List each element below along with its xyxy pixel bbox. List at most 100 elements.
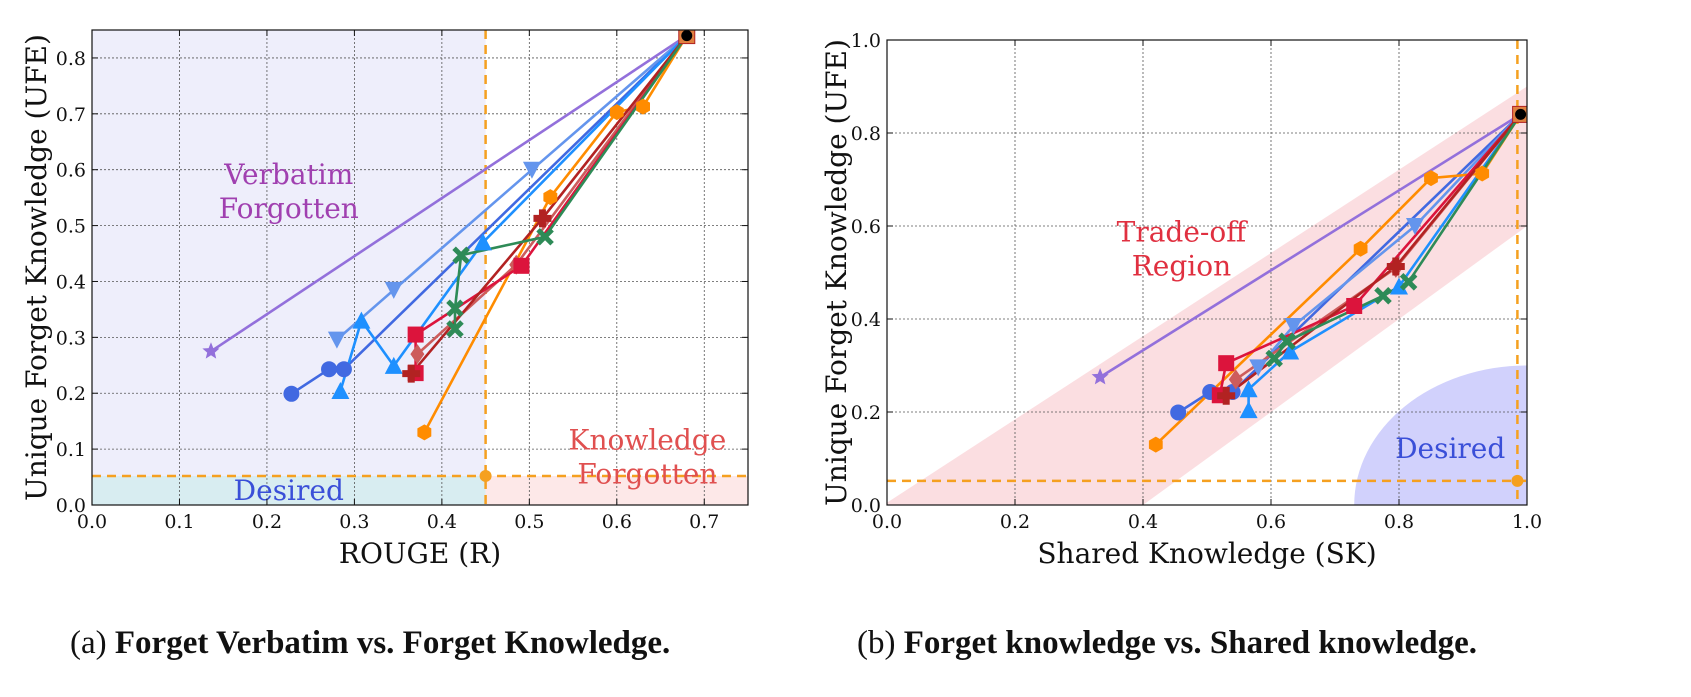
point-a-2-3 xyxy=(327,331,346,349)
point-a-8-3 xyxy=(446,299,464,318)
region-desired xyxy=(92,475,486,505)
point-b-8-4 xyxy=(1265,349,1283,368)
point-b-3-2 xyxy=(1281,342,1300,360)
caption-a-prefix: (a) xyxy=(70,625,107,661)
point-a-6-1 xyxy=(513,257,530,274)
annotation-b-1-0: Desired xyxy=(1395,432,1505,465)
x-tick-label-b-3: 0.6 xyxy=(1256,511,1286,533)
y-tick-label-a-1: 0.1 xyxy=(56,439,86,461)
annotation-b-0-1: Region xyxy=(1132,249,1231,282)
point-a-3-3 xyxy=(352,311,371,329)
x-tick-label-a-5: 0.5 xyxy=(514,511,544,533)
point-a-4-3 xyxy=(543,189,558,206)
y-tick-label-a-8: 0.8 xyxy=(56,48,86,70)
x-tick-label-a-3: 0.3 xyxy=(339,511,369,533)
point-a-4-4 xyxy=(417,424,432,441)
annotation-b-0-0: Trade-off xyxy=(1117,215,1249,248)
point-b-1-3 xyxy=(1170,404,1187,421)
point-b-8-1 xyxy=(1399,273,1418,291)
point-a-3-4 xyxy=(331,382,350,399)
point-a-7-2 xyxy=(402,364,421,383)
y-tick-label-a-6: 0.6 xyxy=(56,160,86,182)
point-b-8-3 xyxy=(1278,332,1296,351)
x-tick-label-a-2: 0.2 xyxy=(252,511,282,533)
point-a-4-2 xyxy=(609,104,624,121)
point-a-2-1 xyxy=(522,161,541,179)
point-a-4-1 xyxy=(636,98,650,115)
y-axis-label-b: Unique Forget Knowledge (UFE) xyxy=(820,39,853,506)
point-a-3-1 xyxy=(473,233,492,251)
point-b-2-1 xyxy=(1406,218,1424,235)
point-b-3-4 xyxy=(1239,401,1258,419)
caption-a-title: Forget Verbatim vs. Forget Knowledge. xyxy=(114,625,671,661)
y-tick-label-b-3: 0.6 xyxy=(851,216,881,238)
annotation-a-0-1: Forgotten xyxy=(219,192,359,225)
region-trade-off xyxy=(887,86,1527,505)
point-a-8-4 xyxy=(446,320,464,338)
x-tick-label-b-2: 0.4 xyxy=(1128,511,1158,533)
point-b-2-2 xyxy=(1284,317,1303,335)
annotation-a-1-0: Knowledge xyxy=(569,424,727,457)
x-tick-label-a-0: 0.0 xyxy=(77,511,107,533)
point-a-1-3 xyxy=(283,385,300,402)
x-axis-label-b: Shared Knowledge (SK) xyxy=(1037,537,1376,570)
y-tick-label-b-2: 0.4 xyxy=(851,309,881,331)
point-a-6-2 xyxy=(407,326,424,343)
point-a-3-2 xyxy=(384,356,403,374)
point-b-7-1 xyxy=(1386,257,1405,276)
x-tick-label-b-5: 1.0 xyxy=(1512,511,1542,533)
origin-marker-b xyxy=(1515,108,1527,120)
y-tick-label-b-4: 0.8 xyxy=(851,123,881,145)
y-tick-label-a-7: 0.7 xyxy=(56,104,86,126)
point-b-4-1 xyxy=(1475,165,1490,182)
caption-b-prefix: (b) xyxy=(857,625,896,661)
caption-b: (b) Forget knowledge vs. Shared knowledg… xyxy=(857,625,1477,662)
threshold-point-a xyxy=(479,469,492,482)
y-tick-label-a-3: 0.3 xyxy=(56,327,86,349)
point-a-2-2 xyxy=(384,281,403,299)
series-line-a-2 xyxy=(336,34,688,341)
x-axis-label-a: ROUGE (R) xyxy=(339,537,501,570)
y-tick-label-b-1: 0.2 xyxy=(851,402,881,424)
annotation-a-0-0: Verbatim xyxy=(223,158,353,191)
y-tick-label-a-2: 0.2 xyxy=(56,383,86,405)
plot-area-a xyxy=(92,30,748,505)
origin-marker-a xyxy=(681,30,693,42)
x-tick-label-b-4: 0.8 xyxy=(1384,511,1414,533)
x-tick-label-a-7: 0.7 xyxy=(689,511,719,533)
annotation-a-1-1: Forgotten xyxy=(577,458,717,491)
point-b-4-3 xyxy=(1353,240,1368,257)
y-tick-label-a-5: 0.5 xyxy=(56,216,86,238)
point-b-4-4 xyxy=(1148,436,1163,453)
point-a-8-1 xyxy=(536,227,554,246)
plot-area-b xyxy=(887,40,1527,505)
y-tick-label-b-0: 0.0 xyxy=(851,495,881,517)
point-b-2-3 xyxy=(1249,359,1268,377)
point-a-8-2 xyxy=(452,246,470,264)
point-b-4-2 xyxy=(1424,170,1438,187)
point-a-0-1 xyxy=(202,342,220,359)
x-tick-label-a-4: 0.4 xyxy=(427,511,457,533)
caption-b-title: Forget knowledge vs. Shared knowledge. xyxy=(903,625,1477,661)
point-a-5-2 xyxy=(410,344,425,365)
point-b-8-2 xyxy=(1374,286,1392,305)
caption-a: (a) Forget Verbatim vs. Forget Knowledge… xyxy=(70,625,670,662)
y-tick-label-b-5: 1.0 xyxy=(851,30,881,52)
axes-frame-a xyxy=(91,29,749,506)
point-b-3-3 xyxy=(1239,380,1258,398)
point-b-5-2 xyxy=(1228,369,1243,390)
x-tick-label-a-6: 0.6 xyxy=(602,511,632,533)
axes-frame-b xyxy=(886,39,1528,506)
series-line-b-0 xyxy=(1099,113,1522,379)
x-tick-label-a-1: 0.1 xyxy=(164,511,194,533)
point-b-7-2 xyxy=(1217,386,1236,405)
threshold-point-b xyxy=(1511,474,1524,487)
point-a-7-1 xyxy=(533,209,552,228)
region-verbatim-forgotten xyxy=(92,30,486,476)
x-tick-label-b-1: 0.2 xyxy=(1000,511,1030,533)
point-b-6-2 xyxy=(1218,355,1235,372)
x-tick-label-b-0: 0.0 xyxy=(872,511,902,533)
region-desired xyxy=(1354,365,1527,505)
series-line-b-2 xyxy=(1257,113,1522,369)
